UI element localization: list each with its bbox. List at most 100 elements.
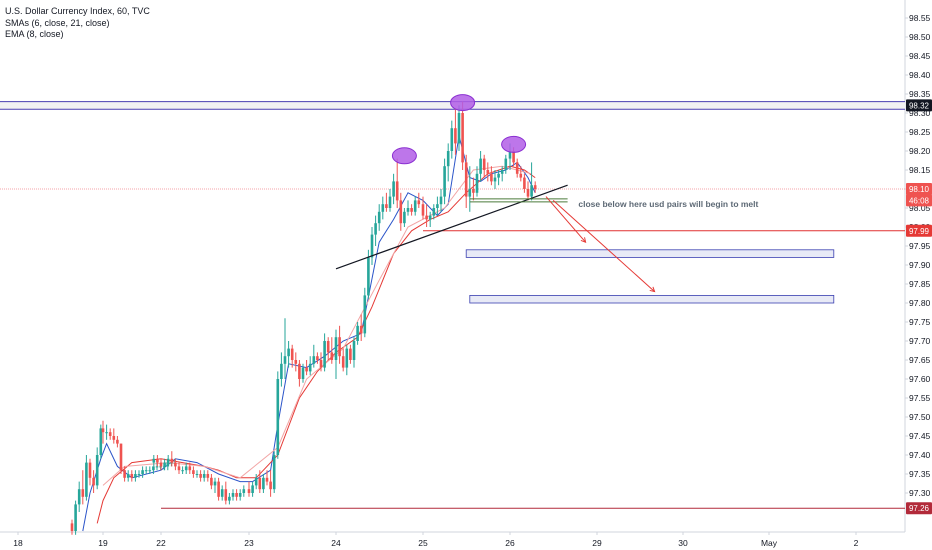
candle-body [242, 489, 246, 493]
annotation-text: close below here usd pairs will begin to… [578, 199, 758, 209]
y-tick-label: 98.30 [909, 108, 931, 118]
candle-body [468, 189, 472, 197]
candle-body [413, 200, 417, 212]
candle-body [490, 173, 493, 182]
candle-body [301, 367, 305, 379]
candle-body [392, 181, 395, 197]
x-tick-label: 23 [244, 538, 254, 548]
candle-body [421, 204, 425, 216]
candle-body [457, 113, 461, 144]
y-tick-label: 97.90 [909, 260, 931, 270]
candle-body [155, 466, 159, 468]
y-tick-label: 98.05 [909, 203, 931, 213]
candle-body [137, 474, 141, 475]
y-tick-label: 98.55 [909, 13, 931, 23]
candle-body [446, 151, 450, 167]
candle-body [251, 485, 254, 493]
candle-body [475, 173, 479, 193]
y-tick-label: 97.45 [909, 431, 931, 441]
x-tick-label: 24 [331, 538, 341, 548]
candle-body [116, 439, 119, 444]
candle-body [181, 470, 184, 472]
sma-indicator-label[interactable]: SMAs (6, close, 21, close) [5, 17, 110, 28]
candle-body [130, 474, 134, 478]
y-tick-label: 97.60 [909, 374, 931, 384]
candle-body [349, 348, 352, 360]
y-tick-label: 97.30 [909, 488, 931, 498]
x-tick-label: 30 [678, 538, 688, 548]
price-label-resistance: 98.32 [909, 101, 930, 110]
x-tick-label: May [761, 538, 778, 548]
candle-body [345, 348, 349, 368]
candle-body [493, 177, 497, 182]
candle-body [377, 211, 381, 224]
candle-body [334, 337, 338, 360]
candle-body [265, 477, 269, 482]
candle-body [224, 489, 228, 501]
candle-body [530, 185, 533, 197]
candle-body [500, 170, 504, 174]
candle-body [479, 158, 482, 174]
candle-body [432, 208, 436, 216]
candle-body [526, 189, 530, 197]
candle-body [188, 466, 192, 471]
candle-body [213, 481, 217, 486]
target-box-1[interactable] [465, 249, 835, 258]
candle-body [523, 177, 526, 189]
candle-body [338, 337, 341, 357]
candle-body [439, 196, 443, 205]
peak-marker-3[interactable] [501, 135, 527, 153]
down-arrow-2[interactable] [552, 200, 655, 292]
ema-indicator-label[interactable]: EMA (8, close) [5, 29, 64, 39]
candle-body [395, 181, 399, 201]
y-tick-label: 97.40 [909, 450, 931, 460]
symbol-title[interactable]: U.S. Dollar Currency Index, 60, TVC [5, 6, 150, 16]
candle-body [406, 208, 410, 212]
candle-body [417, 200, 421, 205]
candle-body [220, 489, 224, 497]
candle-body [330, 352, 334, 360]
peak-marker-1[interactable] [391, 147, 417, 165]
candle-body [443, 166, 446, 197]
candle-body [99, 428, 103, 455]
x-tick-label: 22 [156, 538, 166, 548]
candle-body [247, 489, 251, 493]
candle-body [210, 477, 213, 486]
candle-body [166, 458, 170, 463]
price-label-box [906, 224, 932, 237]
y-tick-label: 98.35 [909, 89, 931, 99]
candle-body [152, 458, 156, 463]
candle-body [512, 151, 515, 163]
candle-body [363, 295, 367, 334]
candle-body [123, 470, 126, 478]
candle-body [428, 215, 432, 220]
candle-body [262, 477, 265, 490]
candle-body [177, 466, 181, 471]
candle-body [515, 162, 519, 174]
price-label-last: 98.10 [909, 185, 930, 194]
peak-marker-2[interactable] [450, 94, 476, 112]
x-tick-label: 2 [854, 538, 859, 548]
candle-body [290, 348, 294, 360]
candle-body [126, 474, 130, 478]
down-arrow-1[interactable] [545, 196, 586, 243]
candle-body [159, 462, 163, 467]
y-tick-label: 98.25 [909, 127, 931, 137]
candle-body [381, 204, 385, 212]
candle-body [316, 356, 319, 360]
y-tick-label: 98.50 [909, 32, 931, 42]
candle-body [385, 204, 388, 208]
candle-body [272, 455, 276, 490]
candle-body [174, 462, 177, 467]
sma-21-line [96, 165, 536, 524]
candle-body [105, 432, 108, 434]
candle-body [195, 474, 199, 475]
candle-body [367, 257, 370, 296]
candle-body [533, 185, 537, 189]
candle-body [148, 470, 152, 472]
candle-body [504, 158, 508, 170]
target-box-2[interactable] [469, 294, 835, 304]
candle-body [359, 325, 363, 334]
ema-8-line [102, 165, 532, 486]
